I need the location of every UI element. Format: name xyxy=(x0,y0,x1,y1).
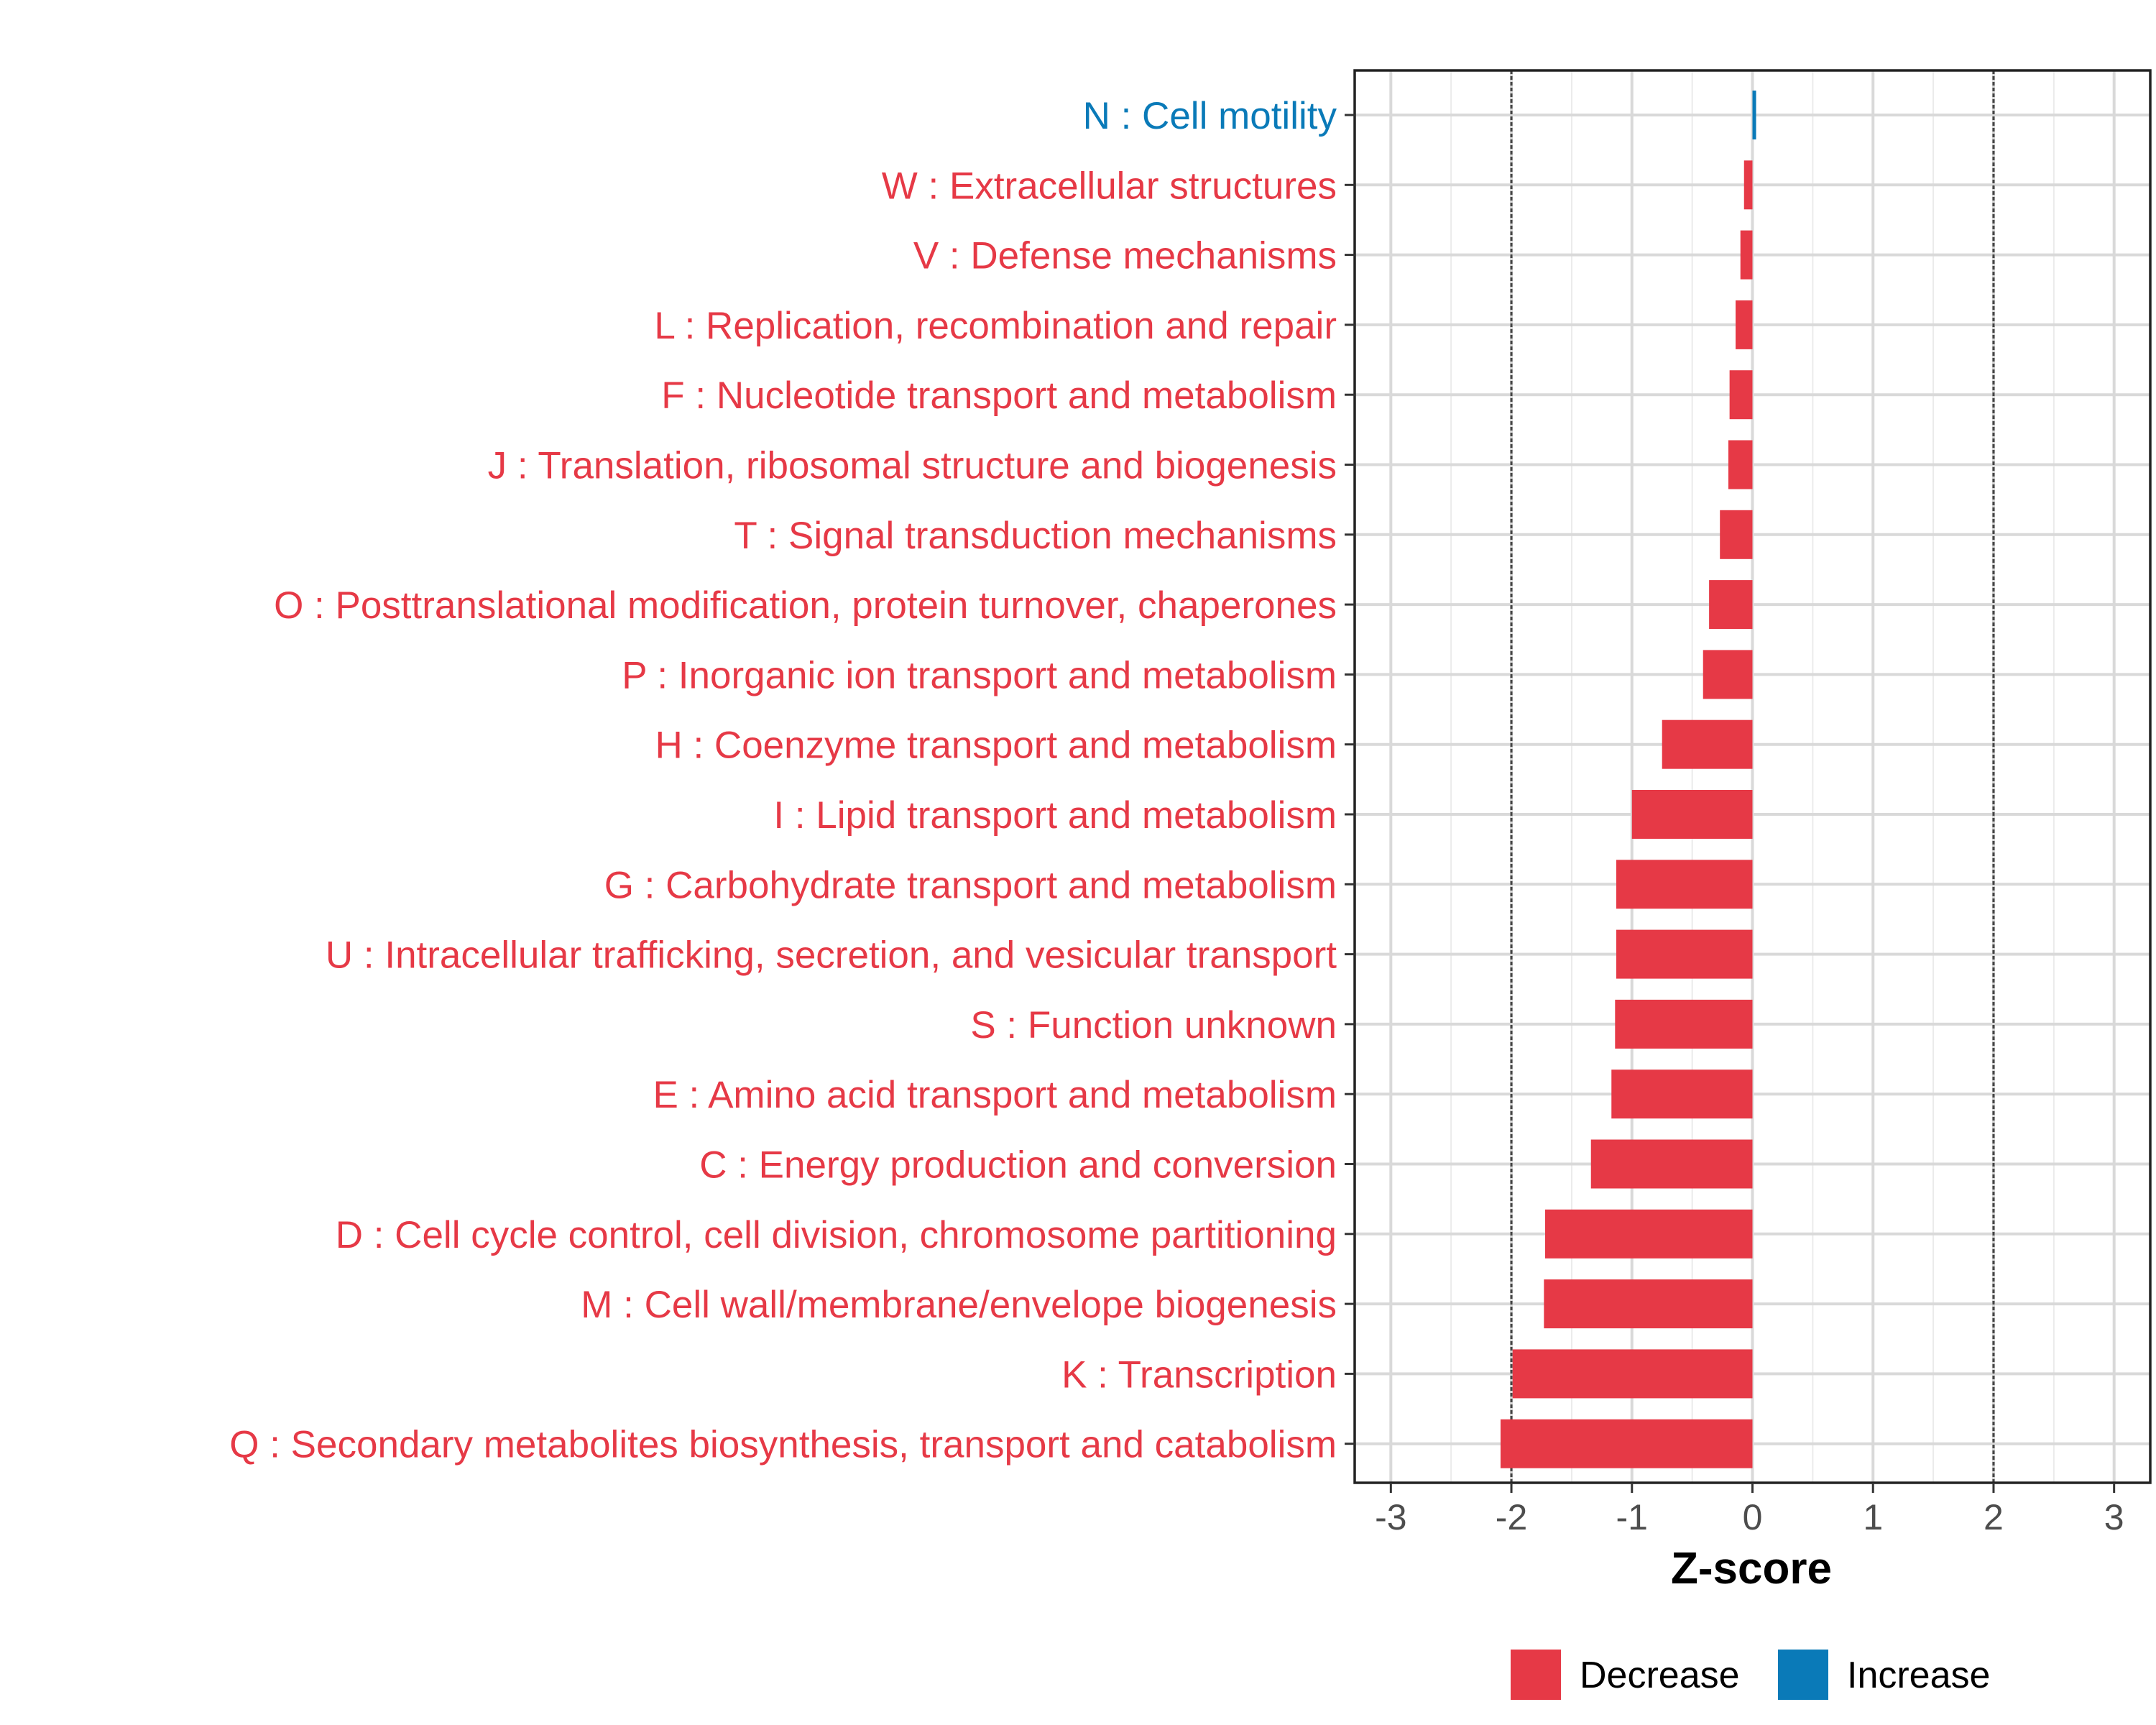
bar xyxy=(1729,370,1753,420)
bar xyxy=(1662,719,1753,769)
category-label: E : Amino acid transport and metabolism xyxy=(653,1074,1337,1116)
category-label: O : Posttranslational modification, prot… xyxy=(274,584,1337,627)
category-label: K : Transcription xyxy=(1061,1353,1337,1396)
category-label: Q : Secondary metabolites biosynthesis, … xyxy=(229,1424,1337,1466)
legend-swatch xyxy=(1778,1650,1828,1700)
category-label: H : Coenzyme transport and metabolism xyxy=(655,724,1337,767)
bar xyxy=(1544,1279,1753,1329)
x-tick-label: -3 xyxy=(1375,1497,1406,1537)
category-label: D : Cell cycle control, cell division, c… xyxy=(336,1214,1337,1256)
x-axis-title: Z-score xyxy=(1671,1544,1832,1593)
y-axis: N : Cell motility W : Extracellular struc… xyxy=(229,95,1355,1466)
category-label: V : Defense mechanisms xyxy=(913,235,1337,277)
x-tick-label: 1 xyxy=(1863,1497,1883,1537)
bar xyxy=(1631,790,1753,839)
bar xyxy=(1615,999,1753,1049)
legend-label: Decrease xyxy=(1580,1655,1740,1696)
bar xyxy=(1709,580,1753,630)
legend-label: Increase xyxy=(1847,1655,1990,1696)
x-tick-label: -1 xyxy=(1616,1497,1648,1537)
bar xyxy=(1512,1349,1753,1399)
x-axis: -3 -2 -1 0 1 2 3 xyxy=(1375,1483,2124,1537)
category-label: T : Signal transduction mechanisms xyxy=(734,515,1337,557)
category-label: G : Carbohydrate transport and metabolis… xyxy=(604,864,1337,906)
bar xyxy=(1545,1209,1753,1259)
x-tick-label: -2 xyxy=(1496,1497,1527,1537)
bar xyxy=(1500,1419,1753,1468)
category-label: C : Energy production and conversion xyxy=(699,1144,1337,1187)
category-label: L : Replication, recombination and repai… xyxy=(654,305,1337,347)
category-label: W : Extracellular structures xyxy=(882,165,1337,207)
category-label: J : Translation, ribosomal structure and… xyxy=(488,445,1337,487)
category-label: N : Cell motility xyxy=(1083,95,1337,137)
bar xyxy=(1752,91,1756,139)
bar xyxy=(1611,1070,1753,1119)
bar xyxy=(1720,510,1753,559)
bar-layer xyxy=(1500,91,1756,1468)
x-tick-label: 2 xyxy=(1984,1497,2004,1537)
bar xyxy=(1590,1139,1753,1189)
category-label: U : Intracellular trafficking, secretion… xyxy=(326,934,1337,977)
bar xyxy=(1616,929,1753,979)
bar xyxy=(1728,440,1753,489)
legend-swatch xyxy=(1511,1650,1561,1700)
x-tick-label: 0 xyxy=(1743,1497,1763,1537)
category-label: P : Inorganic ion transport and metaboli… xyxy=(622,654,1337,696)
category-label: S : Function unknown xyxy=(970,1004,1337,1046)
bar xyxy=(1703,650,1753,699)
bar xyxy=(1616,860,1753,909)
bar xyxy=(1743,160,1753,210)
x-tick-label: 3 xyxy=(2104,1497,2124,1537)
category-label: M : Cell wall/membrane/envelope biogenes… xyxy=(581,1284,1337,1326)
bar xyxy=(1740,230,1753,280)
category-label: F : Nucleotide transport and metabolism xyxy=(661,374,1337,417)
category-label: I : Lipid transport and metabolism xyxy=(773,794,1337,837)
bar xyxy=(1736,300,1753,349)
legend: Decrease Increase xyxy=(1511,1650,1990,1700)
